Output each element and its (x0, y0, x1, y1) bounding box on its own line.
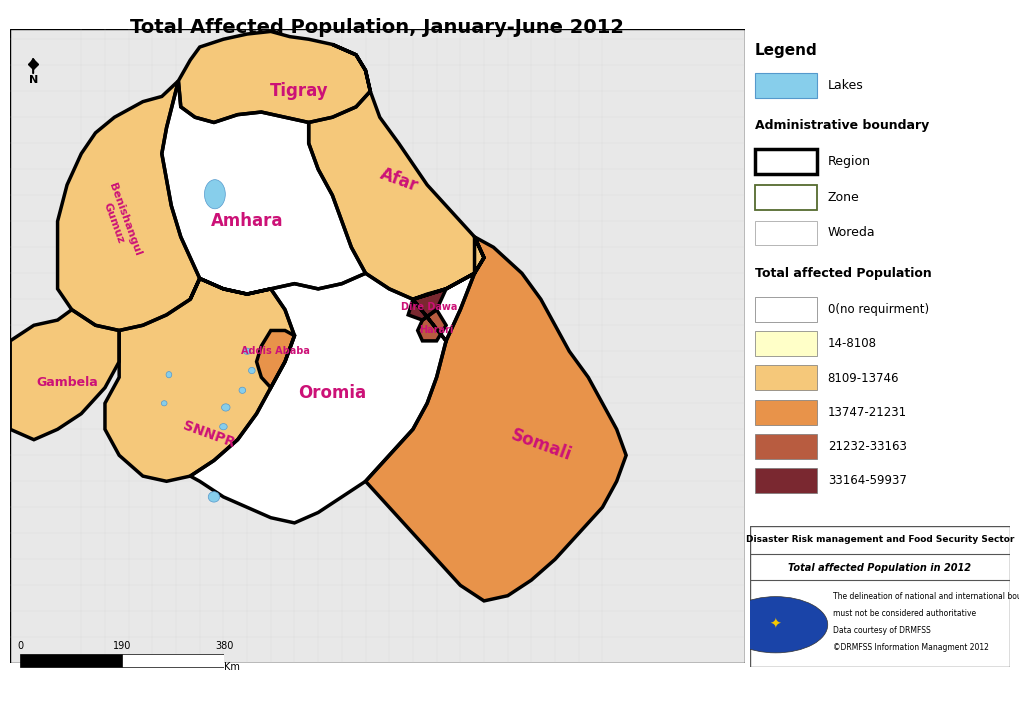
Bar (754, 331, 816, 356)
Text: 190: 190 (113, 642, 131, 652)
Text: ©DRMFSS Information Managment 2012: ©DRMFSS Information Managment 2012 (833, 642, 987, 652)
Text: Addis Ababa: Addis Ababa (240, 346, 310, 356)
Text: Tigray: Tigray (270, 82, 328, 100)
Text: Legend: Legend (754, 43, 817, 58)
Circle shape (723, 597, 827, 653)
Text: Gambela: Gambela (36, 376, 98, 389)
Text: 33164-59937: 33164-59937 (827, 474, 906, 487)
Text: 0: 0 (17, 642, 23, 652)
Bar (754, 149, 816, 174)
Text: must not be considered authoritative: must not be considered authoritative (833, 609, 975, 618)
Text: 8109-13746: 8109-13746 (827, 371, 899, 384)
Text: 13747-21231: 13747-21231 (827, 406, 906, 419)
Bar (754, 73, 816, 98)
Text: Total affected Population in 2012: Total affected Population in 2012 (788, 563, 970, 572)
Text: Dire Dawa: Dire Dawa (400, 302, 458, 312)
Bar (754, 297, 816, 322)
Bar (122, 654, 224, 666)
Polygon shape (10, 310, 119, 440)
Text: Region: Region (827, 155, 870, 168)
Polygon shape (309, 45, 484, 299)
Polygon shape (162, 81, 365, 294)
Bar (20, 654, 122, 666)
Text: Km: Km (224, 662, 240, 672)
Text: Oromia: Oromia (298, 384, 366, 402)
Ellipse shape (219, 423, 227, 430)
Text: Zone: Zone (827, 191, 859, 204)
Text: Administrative boundary: Administrative boundary (754, 119, 928, 132)
Text: Somali: Somali (507, 425, 573, 464)
Ellipse shape (238, 387, 246, 394)
Text: Afar: Afar (377, 164, 420, 195)
Polygon shape (57, 81, 200, 330)
Text: SNNPR: SNNPR (181, 419, 236, 451)
Polygon shape (178, 32, 370, 123)
Text: Disaster Risk management and Food Security Sector: Disaster Risk management and Food Securi… (745, 535, 1013, 544)
Text: ✦: ✦ (769, 618, 781, 632)
Bar (754, 185, 816, 210)
Polygon shape (191, 273, 474, 523)
Text: Woreda: Woreda (827, 226, 874, 239)
Text: 380: 380 (215, 642, 233, 652)
Text: 0(no requirment): 0(no requirment) (827, 303, 928, 316)
Polygon shape (417, 310, 445, 341)
Ellipse shape (208, 492, 219, 502)
Ellipse shape (166, 371, 171, 378)
Bar (754, 468, 816, 493)
Polygon shape (257, 330, 294, 388)
Text: Amhara: Amhara (211, 212, 283, 230)
Text: Benishangul
Gumuz: Benishangul Gumuz (96, 182, 143, 261)
Polygon shape (105, 278, 294, 482)
Ellipse shape (221, 404, 230, 411)
Text: Lakes: Lakes (827, 79, 863, 92)
Ellipse shape (204, 180, 225, 209)
Bar (754, 434, 816, 459)
Text: N: N (29, 75, 38, 85)
Bar (754, 366, 816, 391)
Polygon shape (365, 237, 626, 601)
Text: Total Affected Population, January-June 2012: Total Affected Population, January-June … (130, 18, 624, 37)
Ellipse shape (244, 348, 251, 355)
Text: The delineation of national and international boundaries: The delineation of national and internat… (833, 592, 1019, 601)
Polygon shape (408, 289, 445, 320)
Text: 21232-33163: 21232-33163 (827, 440, 906, 453)
Ellipse shape (249, 368, 255, 373)
Text: Data courtesy of DRMFSS: Data courtesy of DRMFSS (833, 626, 929, 635)
Text: 14-8108: 14-8108 (827, 337, 876, 350)
Bar (754, 399, 816, 425)
Bar (754, 221, 816, 245)
Text: Harari: Harari (419, 325, 453, 335)
Ellipse shape (161, 401, 167, 406)
Text: Total affected Population: Total affected Population (754, 267, 930, 280)
